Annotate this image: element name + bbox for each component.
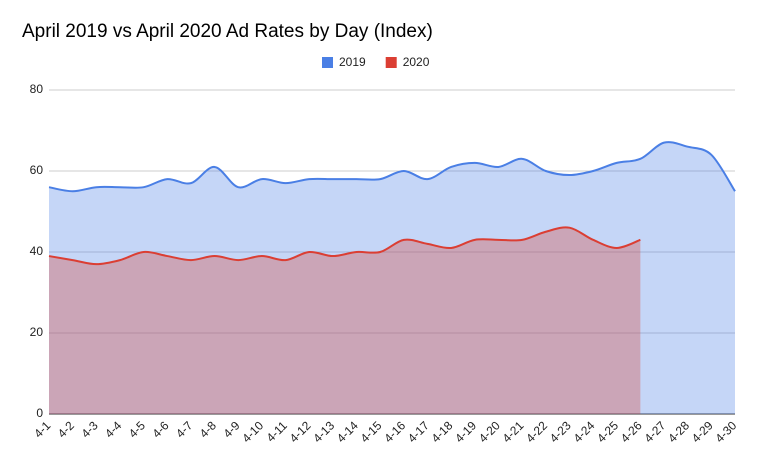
y-tick-label: 80	[30, 82, 44, 96]
y-tick-label: 60	[30, 163, 44, 177]
area-fill	[49, 227, 641, 414]
series-line	[48, 226, 641, 266]
series-line	[48, 141, 736, 193]
y-tick-label: 20	[30, 325, 44, 339]
legend-swatch	[322, 57, 333, 68]
area-fill	[49, 142, 735, 415]
y-tick-label: 40	[30, 244, 44, 258]
legend-label: 2019	[339, 55, 366, 69]
legend-swatch	[385, 57, 397, 68]
chart-title: April 2019 vs April 2020 Ad Rates by Day…	[22, 21, 433, 42]
y-tick-label: 0	[36, 406, 43, 420]
legend-label: 2020	[403, 55, 430, 69]
